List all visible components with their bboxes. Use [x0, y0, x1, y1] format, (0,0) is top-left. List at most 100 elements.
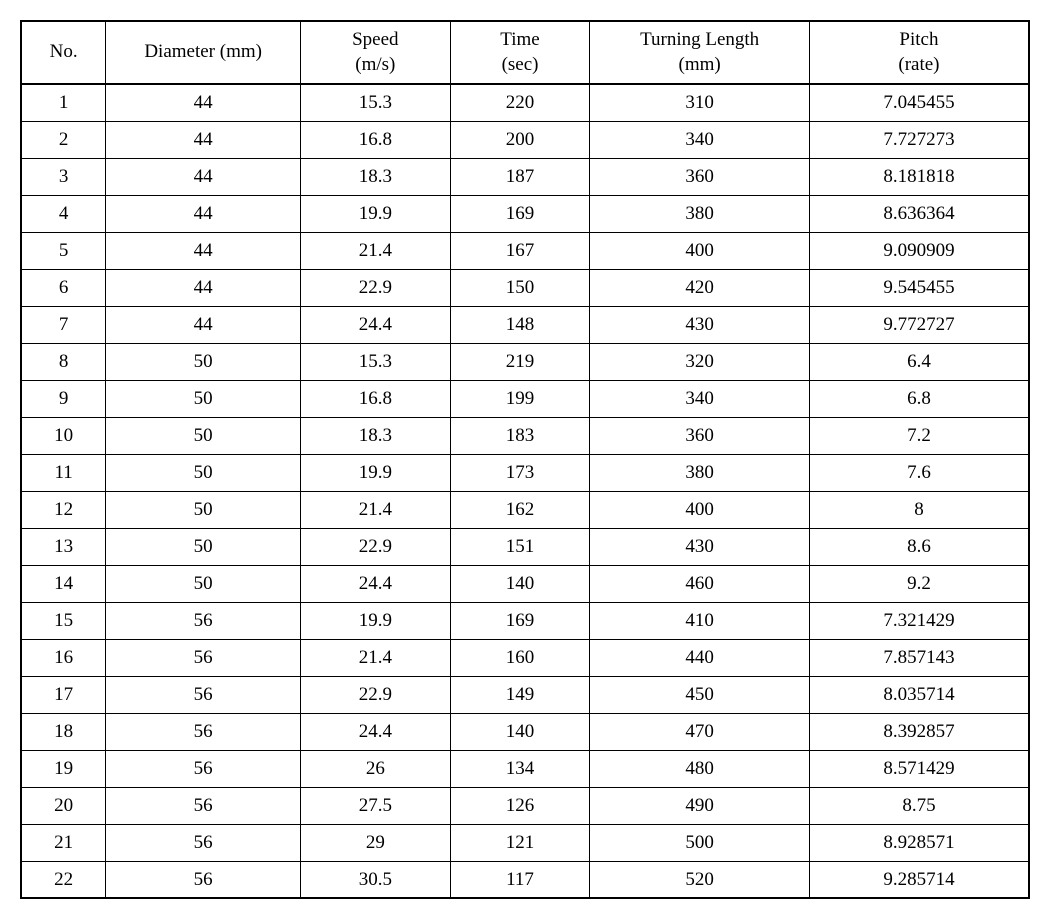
- cell-turning-length: 380: [590, 454, 810, 491]
- cell-no: 5: [21, 232, 106, 269]
- header-row: No. Diameter (mm) Speed (m/s) Time (sec)…: [21, 21, 1029, 84]
- cell-speed: 19.9: [300, 454, 450, 491]
- cell-diameter: 50: [106, 491, 301, 528]
- header-sublabel: (sec): [455, 53, 586, 78]
- table-row: 54421.41674009.090909: [21, 232, 1029, 269]
- cell-pitch: 8.75: [809, 787, 1029, 824]
- cell-no: 22: [21, 861, 106, 898]
- cell-no: 13: [21, 528, 106, 565]
- cell-turning-length: 430: [590, 306, 810, 343]
- cell-no: 19: [21, 750, 106, 787]
- cell-diameter: 56: [106, 676, 301, 713]
- cell-speed: 16.8: [300, 380, 450, 417]
- cell-time: 148: [450, 306, 590, 343]
- cell-no: 2: [21, 121, 106, 158]
- cell-time: 140: [450, 565, 590, 602]
- cell-pitch: 6.4: [809, 343, 1029, 380]
- cell-pitch: 8.636364: [809, 195, 1029, 232]
- table-row: 205627.51264908.75: [21, 787, 1029, 824]
- table-row: 24416.82003407.727273: [21, 121, 1029, 158]
- table-row: 155619.91694107.321429: [21, 602, 1029, 639]
- cell-diameter: 56: [106, 639, 301, 676]
- cell-speed: 22.9: [300, 676, 450, 713]
- cell-time: 162: [450, 491, 590, 528]
- cell-time: 169: [450, 602, 590, 639]
- cell-turning-length: 500: [590, 824, 810, 861]
- cell-pitch: 8.928571: [809, 824, 1029, 861]
- cell-speed: 15.3: [300, 343, 450, 380]
- header-no: No.: [21, 21, 106, 84]
- table-row: 64422.91504209.545455: [21, 269, 1029, 306]
- cell-turning-length: 340: [590, 121, 810, 158]
- table-header: No. Diameter (mm) Speed (m/s) Time (sec)…: [21, 21, 1029, 84]
- cell-time: 150: [450, 269, 590, 306]
- table-row: 145024.41404609.2: [21, 565, 1029, 602]
- cell-turning-length: 410: [590, 602, 810, 639]
- cell-turning-length: 400: [590, 491, 810, 528]
- cell-turning-length: 360: [590, 417, 810, 454]
- cell-turning-length: 320: [590, 343, 810, 380]
- table-row: 1956261344808.571429: [21, 750, 1029, 787]
- table-row: 105018.31833607.2: [21, 417, 1029, 454]
- header-pitch: Pitch (rate): [809, 21, 1029, 84]
- cell-time: 169: [450, 195, 590, 232]
- cell-speed: 21.4: [300, 639, 450, 676]
- header-speed: Speed (m/s): [300, 21, 450, 84]
- cell-turning-length: 470: [590, 713, 810, 750]
- cell-no: 18: [21, 713, 106, 750]
- cell-turning-length: 340: [590, 380, 810, 417]
- cell-pitch: 8.392857: [809, 713, 1029, 750]
- cell-speed: 19.9: [300, 602, 450, 639]
- table-body: 14415.32203107.04545524416.82003407.7272…: [21, 84, 1029, 898]
- cell-no: 10: [21, 417, 106, 454]
- cell-no: 12: [21, 491, 106, 528]
- cell-speed: 16.8: [300, 121, 450, 158]
- cell-speed: 21.4: [300, 232, 450, 269]
- cell-no: 9: [21, 380, 106, 417]
- cell-turning-length: 480: [590, 750, 810, 787]
- cell-no: 17: [21, 676, 106, 713]
- cell-speed: 30.5: [300, 861, 450, 898]
- cell-speed: 24.4: [300, 306, 450, 343]
- cell-time: 121: [450, 824, 590, 861]
- table-row: 135022.91514308.6: [21, 528, 1029, 565]
- cell-turning-length: 450: [590, 676, 810, 713]
- cell-diameter: 44: [106, 269, 301, 306]
- cell-turning-length: 440: [590, 639, 810, 676]
- cell-speed: 24.4: [300, 565, 450, 602]
- cell-time: 167: [450, 232, 590, 269]
- cell-pitch: 7.045455: [809, 84, 1029, 121]
- cell-turning-length: 380: [590, 195, 810, 232]
- cell-diameter: 56: [106, 861, 301, 898]
- table-row: 85015.32193206.4: [21, 343, 1029, 380]
- cell-speed: 18.3: [300, 417, 450, 454]
- cell-pitch: 7.857143: [809, 639, 1029, 676]
- cell-speed: 22.9: [300, 269, 450, 306]
- cell-diameter: 44: [106, 232, 301, 269]
- cell-time: 199: [450, 380, 590, 417]
- cell-no: 20: [21, 787, 106, 824]
- cell-pitch: 9.2: [809, 565, 1029, 602]
- cell-turning-length: 490: [590, 787, 810, 824]
- cell-pitch: 6.8: [809, 380, 1029, 417]
- cell-turning-length: 310: [590, 84, 810, 121]
- table-row: 14415.32203107.045455: [21, 84, 1029, 121]
- cell-speed: 22.9: [300, 528, 450, 565]
- cell-time: 219: [450, 343, 590, 380]
- cell-time: 187: [450, 158, 590, 195]
- table-row: 225630.51175209.285714: [21, 861, 1029, 898]
- table-row: 74424.41484309.772727: [21, 306, 1029, 343]
- header-label: Turning Length: [594, 28, 805, 53]
- cell-time: 126: [450, 787, 590, 824]
- cell-pitch: 8: [809, 491, 1029, 528]
- cell-time: 160: [450, 639, 590, 676]
- cell-diameter: 50: [106, 417, 301, 454]
- cell-turning-length: 430: [590, 528, 810, 565]
- cell-turning-length: 520: [590, 861, 810, 898]
- cell-pitch: 9.772727: [809, 306, 1029, 343]
- cell-pitch: 7.2: [809, 417, 1029, 454]
- cell-pitch: 8.181818: [809, 158, 1029, 195]
- cell-diameter: 44: [106, 306, 301, 343]
- cell-diameter: 56: [106, 787, 301, 824]
- header-turning-length: Turning Length (mm): [590, 21, 810, 84]
